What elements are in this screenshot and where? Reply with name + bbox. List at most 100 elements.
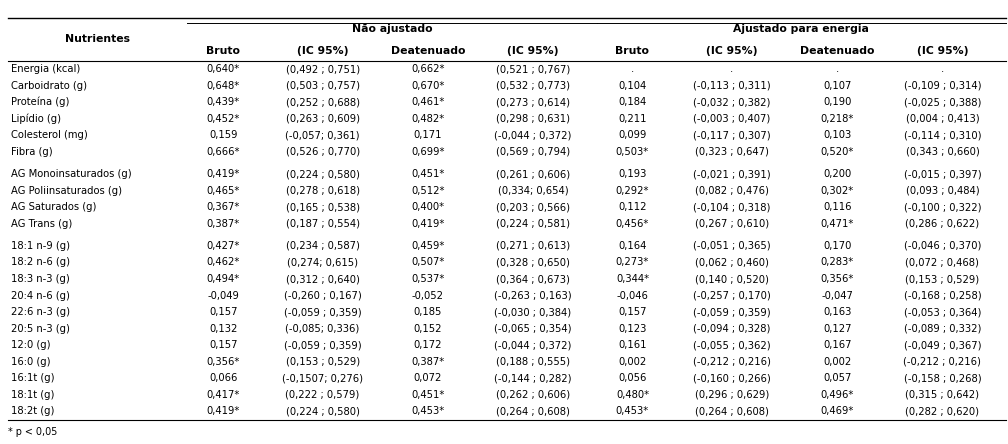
Text: (-0,113 ; 0,311): (-0,113 ; 0,311): [694, 80, 771, 91]
Text: (0,153 ; 0,529): (0,153 ; 0,529): [905, 274, 980, 284]
Text: 0,471*: 0,471*: [821, 218, 854, 229]
Text: 18:1t (g): 18:1t (g): [11, 390, 54, 400]
Text: (0,286 ; 0,622): (0,286 ; 0,622): [905, 218, 980, 229]
Text: 0,157: 0,157: [209, 307, 238, 317]
Text: (-0,044 ; 0,372): (-0,044 ; 0,372): [494, 130, 572, 140]
Text: (-0,212 ; 0,216): (-0,212 ; 0,216): [692, 357, 771, 367]
Text: (-0,104 ; 0,318): (-0,104 ; 0,318): [694, 202, 771, 212]
Text: (0,267 ; 0,610): (0,267 ; 0,610): [695, 218, 769, 229]
Text: 0,482*: 0,482*: [411, 114, 445, 123]
Text: (0,503 ; 0,757): (0,503 ; 0,757): [285, 80, 360, 91]
Text: 0,163: 0,163: [823, 307, 852, 317]
Text: (0,343 ; 0,660): (0,343 ; 0,660): [905, 147, 979, 157]
Text: 0,302*: 0,302*: [821, 186, 854, 195]
Text: (-0,032 ; 0,382): (-0,032 ; 0,382): [694, 97, 771, 107]
Text: (-0,109 ; 0,314): (-0,109 ; 0,314): [903, 80, 981, 91]
Text: .: .: [836, 64, 839, 74]
Text: 0,193: 0,193: [618, 169, 647, 179]
Text: Bruto: Bruto: [207, 46, 240, 56]
Text: (-0,059 ; 0,359): (-0,059 ; 0,359): [694, 307, 771, 317]
Text: 0,427*: 0,427*: [207, 241, 240, 251]
Text: AG Monoinsaturados (g): AG Monoinsaturados (g): [11, 169, 132, 179]
Text: 0,200: 0,200: [824, 169, 852, 179]
Text: 0,123: 0,123: [618, 324, 647, 333]
Text: 0,103: 0,103: [824, 130, 852, 140]
Text: 0,494*: 0,494*: [207, 274, 240, 284]
Text: (-0,046 ; 0,370): (-0,046 ; 0,370): [904, 241, 981, 251]
Text: 0,537*: 0,537*: [411, 274, 445, 284]
Text: (-0,100 ; 0,322): (-0,100 ; 0,322): [903, 202, 981, 212]
Text: 0,104: 0,104: [618, 80, 646, 91]
Text: 0,157: 0,157: [209, 340, 238, 350]
Text: 18:3 n-3 (g): 18:3 n-3 (g): [11, 274, 70, 284]
Text: Deatenuado: Deatenuado: [390, 46, 465, 56]
Text: (-0,263 ; 0,163): (-0,263 ; 0,163): [494, 290, 572, 301]
Text: Fibra (g): Fibra (g): [11, 147, 52, 157]
Text: AG Poliinsaturados (g): AG Poliinsaturados (g): [11, 186, 122, 195]
Text: (0,165 ; 0,538): (0,165 ; 0,538): [285, 202, 360, 212]
Text: 0,496*: 0,496*: [821, 390, 854, 400]
Text: (-0,160 ; 0,266): (-0,160 ; 0,266): [694, 373, 771, 383]
Text: 0,185: 0,185: [413, 307, 442, 317]
Text: 20:4 n-6 (g): 20:4 n-6 (g): [11, 290, 70, 301]
Text: (-0,059 ; 0,359): (-0,059 ; 0,359): [284, 307, 362, 317]
Text: (0,312 ; 0,640): (0,312 ; 0,640): [285, 274, 360, 284]
Text: 0,387*: 0,387*: [411, 357, 445, 367]
Text: (0,234 ; 0,587): (0,234 ; 0,587): [285, 241, 360, 251]
Text: 0,451*: 0,451*: [411, 390, 445, 400]
Text: (-0,260 ; 0,167): (-0,260 ; 0,167): [283, 290, 362, 301]
Text: 0,161: 0,161: [618, 340, 647, 350]
Text: (0,569 ; 0,794): (0,569 ; 0,794): [496, 147, 571, 157]
Text: (-0,094 ; 0,328): (-0,094 ; 0,328): [694, 324, 771, 333]
Text: 0,002: 0,002: [824, 357, 852, 367]
Text: 0,461*: 0,461*: [411, 97, 445, 107]
Text: (0,224 ; 0,580): (0,224 ; 0,580): [285, 406, 360, 416]
Text: -0,052: -0,052: [412, 290, 444, 301]
Text: 0,283*: 0,283*: [821, 258, 854, 267]
Text: (-0,021 ; 0,391): (-0,021 ; 0,391): [694, 169, 771, 179]
Text: 22:6 n-3 (g): 22:6 n-3 (g): [11, 307, 71, 317]
Text: 0,452*: 0,452*: [207, 114, 240, 123]
Text: 0,453*: 0,453*: [616, 406, 649, 416]
Text: 0,456*: 0,456*: [616, 218, 649, 229]
Text: 0,451*: 0,451*: [411, 169, 445, 179]
Text: (0,222 ; 0,579): (0,222 ; 0,579): [285, 390, 360, 400]
Text: (0,271 ; 0,613): (0,271 ; 0,613): [496, 241, 571, 251]
Text: (-0,144 ; 0,282): (-0,144 ; 0,282): [494, 373, 572, 383]
Text: 0,157: 0,157: [618, 307, 647, 317]
Text: (0,521 ; 0,767): (0,521 ; 0,767): [496, 64, 571, 74]
Text: (0,278 ; 0,618): (0,278 ; 0,618): [285, 186, 360, 195]
Text: (-0,030 ; 0,384): (-0,030 ; 0,384): [495, 307, 572, 317]
Text: Carboidrato (g): Carboidrato (g): [11, 80, 87, 91]
Text: 0,666*: 0,666*: [207, 147, 240, 157]
Text: (-0,212 ; 0,216): (-0,212 ; 0,216): [903, 357, 982, 367]
Text: 0,170: 0,170: [823, 241, 852, 251]
Text: (IC 95%): (IC 95%): [707, 46, 758, 56]
Text: Colesterol (mg): Colesterol (mg): [11, 130, 88, 140]
Text: (-0,257 ; 0,170): (-0,257 ; 0,170): [694, 290, 771, 301]
Text: (-0,168 ; 0,258): (-0,168 ; 0,258): [903, 290, 981, 301]
Text: 0,056: 0,056: [618, 373, 647, 383]
Text: (0,334; 0,654): (0,334; 0,654): [498, 186, 569, 195]
Text: 0,459*: 0,459*: [411, 241, 445, 251]
Text: (0,296 ; 0,629): (0,296 ; 0,629): [695, 390, 769, 400]
Text: 0,356*: 0,356*: [821, 274, 854, 284]
Text: 18:2 n-6 (g): 18:2 n-6 (g): [11, 258, 71, 267]
Text: 0,419*: 0,419*: [207, 406, 240, 416]
Text: (0,492 ; 0,751): (0,492 ; 0,751): [285, 64, 360, 74]
Text: (-0,158 ; 0,268): (-0,158 ; 0,268): [903, 373, 981, 383]
Text: Proteína (g): Proteína (g): [11, 97, 70, 107]
Text: Deatenuado: Deatenuado: [800, 46, 874, 56]
Text: 0,512*: 0,512*: [411, 186, 445, 195]
Text: (-0,085; 0,336): (-0,085; 0,336): [285, 324, 360, 333]
Text: -0,046: -0,046: [617, 290, 648, 301]
Text: 0,152: 0,152: [413, 324, 443, 333]
Text: (-0,025 ; 0,388): (-0,025 ; 0,388): [904, 97, 981, 107]
Text: Energia (kcal): Energia (kcal): [11, 64, 81, 74]
Text: 12:0 (g): 12:0 (g): [11, 340, 50, 350]
Text: (-0,065 ; 0,354): (-0,065 ; 0,354): [494, 324, 572, 333]
Text: (-0,059 ; 0,359): (-0,059 ; 0,359): [284, 340, 362, 350]
Text: 0,107: 0,107: [823, 80, 852, 91]
Text: (0,153 ; 0,529): (0,153 ; 0,529): [285, 357, 360, 367]
Text: (0,328 ; 0,650): (0,328 ; 0,650): [496, 258, 570, 267]
